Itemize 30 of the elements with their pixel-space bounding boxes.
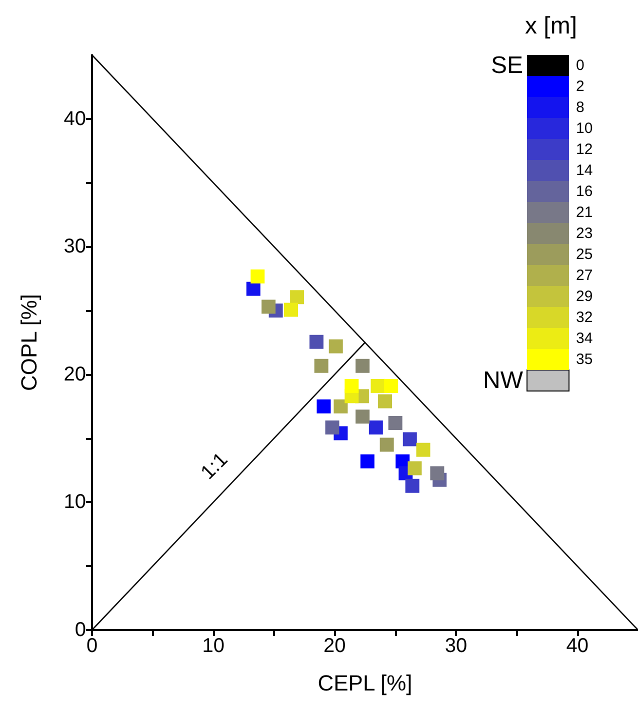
legend-label: 27 [576,267,593,284]
legend-label: 29 [576,288,593,305]
annotation: NW [483,367,524,394]
legend-label: 10 [576,120,593,137]
legend-label: 21 [576,204,593,221]
legend-label: 25 [576,246,593,263]
x-tick-label: 40 [566,635,588,657]
legend-label: 16 [576,183,593,200]
annotation: 1:1 [196,448,232,484]
legend-label: 35 [576,351,593,368]
y-tick-label: 20 [64,363,86,386]
x-tick-label: 20 [324,635,346,657]
y-tick-label: 40 [64,108,86,130]
legend-label: 14 [576,162,593,179]
annotation: SE [490,52,523,79]
y-tick-label: 0 [74,619,86,641]
y-tick-label: 30 [64,236,86,258]
legend-label: 2 [576,78,584,95]
legend-label: 34 [576,330,593,347]
y-tick-label: 10 [64,491,86,514]
x-axis-title: CEPL [%] [318,670,412,696]
x-tick-label: 10 [202,635,224,657]
x-tick-label: 30 [444,635,468,657]
legend-label: 23 [576,225,593,242]
y-axis-title: COPL [%] [16,294,42,391]
legend-title: x [m] [525,12,577,40]
legend-label: 8 [576,99,584,116]
legend-label: 0 [576,57,584,74]
legend-label: 32 [576,309,593,326]
legend-label: 12 [576,141,593,158]
